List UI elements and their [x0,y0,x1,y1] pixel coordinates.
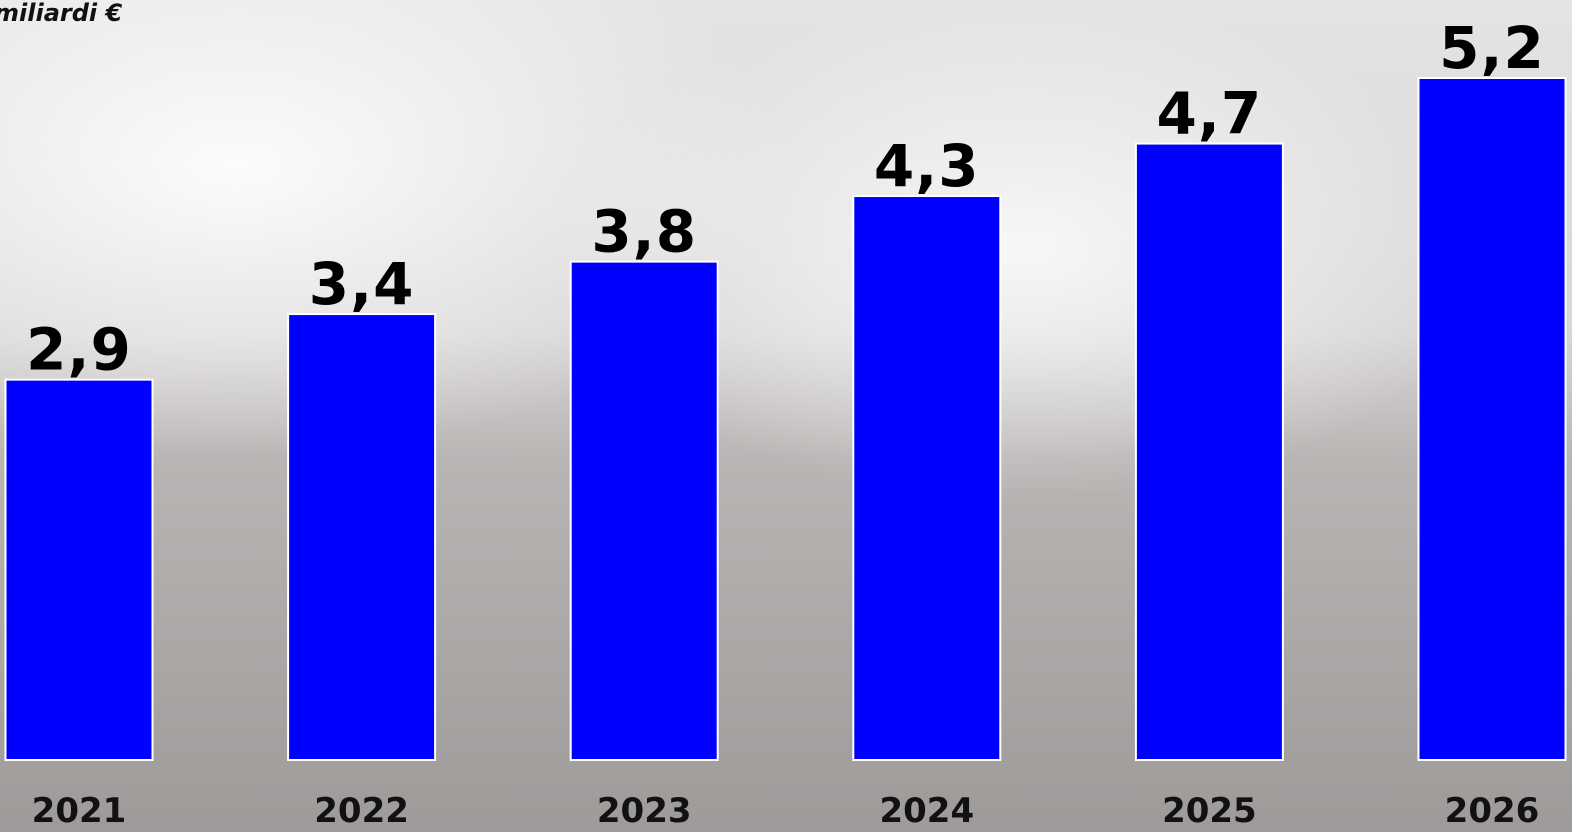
value-label: 4,7 [1157,80,1263,148]
x-tick-label: 2021 [32,791,127,831]
bar [1417,77,1567,761]
bar [1134,142,1284,762]
bar [852,195,1002,762]
bar [4,378,154,761]
bar [287,313,437,761]
value-label: 3,4 [309,250,415,318]
bar [569,260,719,761]
value-label: 5,2 [1439,14,1545,82]
x-tick-label: 2023 [597,791,692,831]
x-tick-label: 2026 [1445,791,1540,831]
x-tick-label: 2022 [314,791,409,831]
x-tick-label: 2024 [879,791,974,831]
value-label: 2,9 [26,316,132,384]
value-label: 3,8 [591,198,697,266]
x-tick-label: 2025 [1162,791,1257,831]
chart-title: miliardi € [0,0,122,27]
value-label: 4,3 [874,132,980,200]
